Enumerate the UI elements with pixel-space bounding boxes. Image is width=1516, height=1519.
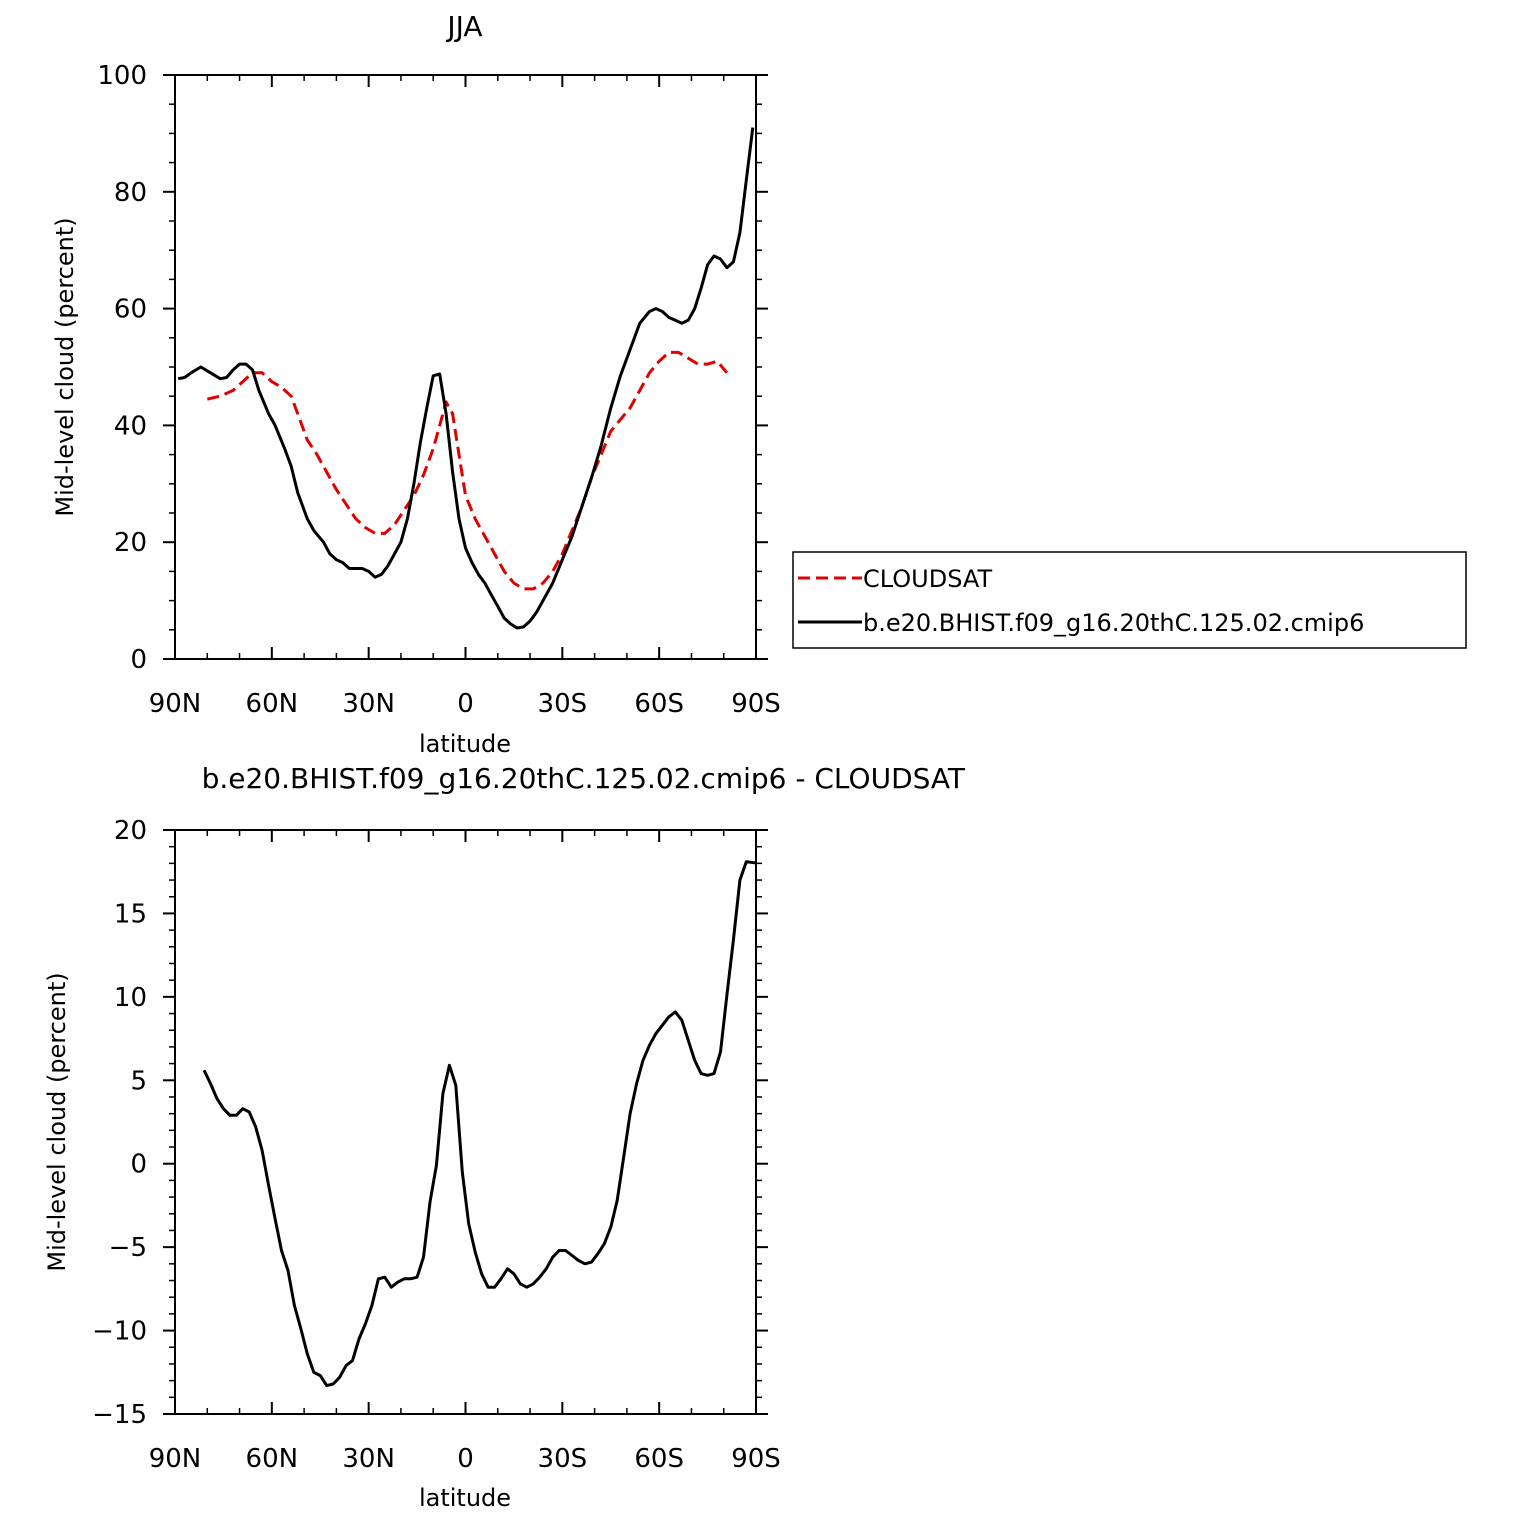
bottom-series-group	[202, 860, 756, 1388]
top-x-tick-label: 30S	[538, 689, 588, 719]
top-x-tick-label: 60S	[634, 689, 684, 719]
top-panel: JJA 90N 60N 30N 0 30S 60S 90S 0 20 40 60 80 100 lati…	[51, 10, 781, 758]
bottom-y-tick-label: 20	[114, 816, 147, 846]
bottom-x-tick-label: 60S	[634, 1444, 684, 1474]
bottom-y-tick-label: 0	[130, 1150, 147, 1180]
bottom-x-tick-label: 0	[457, 1444, 474, 1474]
top-plot-frame	[174, 74, 757, 660]
legend-box	[792, 551, 1467, 649]
top-y-tick-label: 60	[114, 295, 147, 325]
top-plot-title: JJA	[445, 10, 482, 43]
bottom-x-tick-label: 30S	[538, 1444, 588, 1474]
bottom-y-tick-label: −15	[92, 1400, 147, 1430]
bottom-y-tick-label: 10	[114, 983, 147, 1013]
top-y-axis-title: Mid-level cloud (percent)	[51, 217, 79, 516]
bottom-x-axis-title: latitude	[419, 1484, 511, 1512]
bottom-y-axis-title: Mid-level cloud (percent)	[43, 972, 71, 1271]
top-y-tick-label: 100	[97, 61, 147, 91]
bottom-series-line-0	[202, 860, 756, 1388]
legend-label-cloudsat: CLOUDSAT	[863, 565, 992, 593]
bottom-y-tick-label: −10	[92, 1317, 147, 1347]
bottom-y-tick-label: −5	[109, 1233, 147, 1263]
top-x-tick-label: 0	[457, 689, 474, 719]
bottom-x-tick-label: 90S	[731, 1444, 781, 1474]
top-y-tick-label: 20	[114, 528, 147, 558]
bottom-x-tick-label: 30N	[342, 1444, 395, 1474]
top-x-tick-label: 90N	[149, 689, 202, 719]
top-y-tick-label: 40	[114, 411, 147, 441]
bottom-panel: b.e20.BHIST.f09_g16.20thC.125.02.cmip6 -…	[43, 762, 966, 1512]
legend: CLOUDSAT b.e20.BHIST.f09_g16.20thC.125.0…	[792, 551, 1467, 649]
top-y-tick-label: 0	[130, 645, 147, 675]
top-x-tick-label: 60N	[246, 689, 299, 719]
legend-label-model: b.e20.BHIST.f09_g16.20thC.125.02.cmip6	[863, 609, 1364, 637]
top-ticks: 90N 60N 30N 0 30S 60S 90S 0 20 40 60 80 100	[97, 61, 780, 719]
bottom-x-tick-label: 90N	[149, 1444, 202, 1474]
bottom-plot-title: b.e20.BHIST.f09_g16.20thC.125.02.cmip6 -…	[202, 762, 966, 795]
top-y-tick-label: 80	[114, 178, 147, 208]
bottom-y-tick-label: 15	[114, 899, 147, 929]
bottom-y-tick-label: 5	[130, 1066, 147, 1096]
bottom-x-tick-label: 60N	[246, 1444, 299, 1474]
top-series-line-0	[206, 350, 729, 591]
bottom-ticks: 90N 60N 30N 0 30S 60S 90S −15 −10 −5 0 5 10 15 20	[92, 816, 781, 1474]
bottom-plot-frame	[174, 829, 757, 1415]
top-x-tick-label: 90S	[731, 689, 781, 719]
top-series-line-1	[177, 127, 755, 630]
top-x-tick-label: 30N	[342, 689, 395, 719]
top-x-axis-title: latitude	[419, 730, 511, 758]
top-series-group	[177, 127, 755, 630]
